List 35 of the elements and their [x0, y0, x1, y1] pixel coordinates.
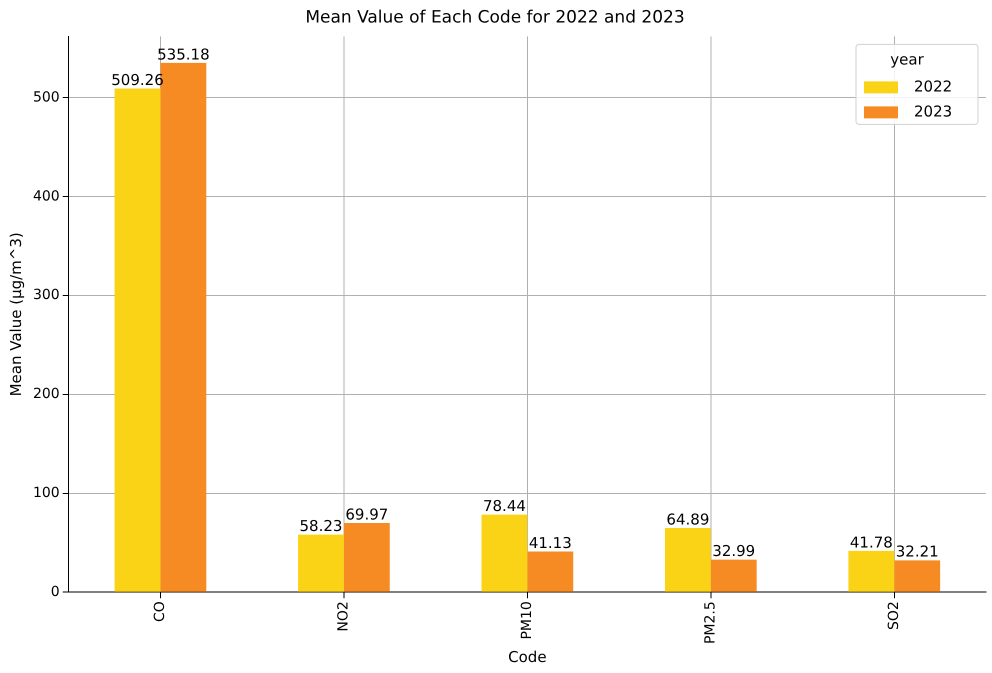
x-axis-title: Code — [508, 648, 547, 666]
bar — [894, 560, 940, 592]
data-label: 32.99 — [712, 542, 756, 560]
data-label: 41.13 — [528, 534, 572, 552]
y-axis-title: Mean Value (µg/m^3) — [6, 232, 25, 396]
y-tick-label: 100 — [32, 484, 60, 501]
bar — [848, 550, 894, 592]
x-tick-label: PM2.5 — [702, 601, 718, 644]
chart-title: Mean Value of Each Code for 2022 and 2023 — [305, 8, 685, 28]
data-label: 32.21 — [896, 542, 939, 561]
y-tick-label: 300 — [32, 287, 60, 304]
bar — [527, 552, 574, 592]
x-tick-label: CO — [152, 601, 168, 622]
bar — [710, 560, 757, 592]
data-label: 64.89 — [666, 510, 710, 528]
legend-label: 2023 — [914, 102, 952, 120]
data-label: 69.97 — [345, 505, 388, 524]
legend-label: 2022 — [914, 77, 952, 96]
x-tick-label: NO2 — [336, 601, 352, 632]
y-tick-label: 200 — [32, 386, 60, 402]
x-tick-label: PM10 — [519, 601, 535, 640]
data-label: 58.23 — [299, 517, 342, 536]
bar — [664, 528, 711, 592]
bar — [481, 514, 528, 592]
bar — [114, 88, 160, 592]
data-label: 535.18 — [157, 45, 210, 64]
data-label: 41.78 — [850, 533, 893, 552]
bar — [298, 534, 344, 592]
data-label: 78.44 — [482, 497, 526, 516]
x-tick-label: SO2 — [886, 601, 902, 630]
bar — [344, 523, 390, 592]
legend-title: year — [890, 50, 925, 68]
y-tick-label: 500 — [32, 89, 60, 106]
y-tick-label: 400 — [32, 188, 60, 204]
y-tick-label: 0 — [50, 584, 60, 600]
